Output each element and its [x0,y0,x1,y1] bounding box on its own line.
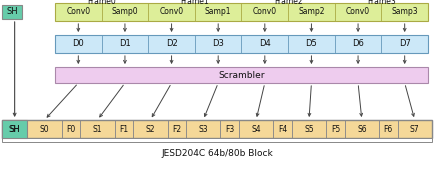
Text: D4: D4 [258,39,270,48]
Bar [291,120,326,138]
Bar [133,120,167,138]
Text: Samp0: Samp0 [112,7,138,16]
Text: F2: F2 [172,124,181,133]
Bar [2,120,431,138]
Text: Scrambler: Scrambler [218,71,264,80]
Bar [378,120,397,138]
Text: Conv0: Conv0 [159,7,183,16]
Bar [55,35,427,53]
Text: S4: S4 [251,124,260,133]
Bar [2,5,22,19]
Text: Conv0: Conv0 [345,7,369,16]
Text: D0: D0 [72,39,84,48]
Bar [2,138,431,142]
Bar [238,120,273,138]
Text: Conv0: Conv0 [66,7,90,16]
Text: S2: S2 [145,124,155,133]
Text: SH: SH [6,7,18,16]
Bar [397,120,431,138]
Text: F3: F3 [224,124,234,133]
Bar [27,120,62,138]
Bar [115,120,133,138]
Text: S5: S5 [303,124,313,133]
Text: D7: D7 [398,39,410,48]
Text: SH: SH [9,124,20,133]
Bar [2,120,431,138]
Text: Conv0: Conv0 [252,7,276,16]
Text: Frame1: Frame1 [180,0,209,5]
Bar [185,120,220,138]
Bar [2,120,27,138]
Text: F0: F0 [66,124,76,133]
Text: F1: F1 [119,124,128,133]
Bar [55,67,427,83]
Text: F6: F6 [383,124,392,133]
Text: JESD204C 64b/80b Block: JESD204C 64b/80b Block [161,149,272,157]
Bar [80,120,115,138]
Text: D1: D1 [119,39,131,48]
Text: Frame3: Frame3 [366,0,395,5]
Bar [55,3,427,21]
Bar [62,120,80,138]
Text: Frame2: Frame2 [273,0,302,5]
Text: F4: F4 [277,124,286,133]
Text: D3: D3 [212,39,224,48]
Text: S6: S6 [356,124,366,133]
Text: SH: SH [10,124,20,133]
Text: F5: F5 [330,124,339,133]
Text: Frame0: Frame0 [87,0,116,5]
Text: D6: D6 [351,39,363,48]
Text: S3: S3 [198,124,207,133]
Bar [326,120,344,138]
Text: S7: S7 [409,124,419,133]
Bar [2,120,27,138]
Text: Samp3: Samp3 [391,7,417,16]
Text: Samp2: Samp2 [297,7,324,16]
Text: Samp1: Samp1 [204,7,231,16]
Text: S1: S1 [92,124,102,133]
Bar [344,120,378,138]
Text: D5: D5 [305,39,316,48]
Bar [167,120,185,138]
Bar [220,120,238,138]
Bar [273,120,291,138]
Text: D2: D2 [165,39,177,48]
Text: S0: S0 [39,124,49,133]
